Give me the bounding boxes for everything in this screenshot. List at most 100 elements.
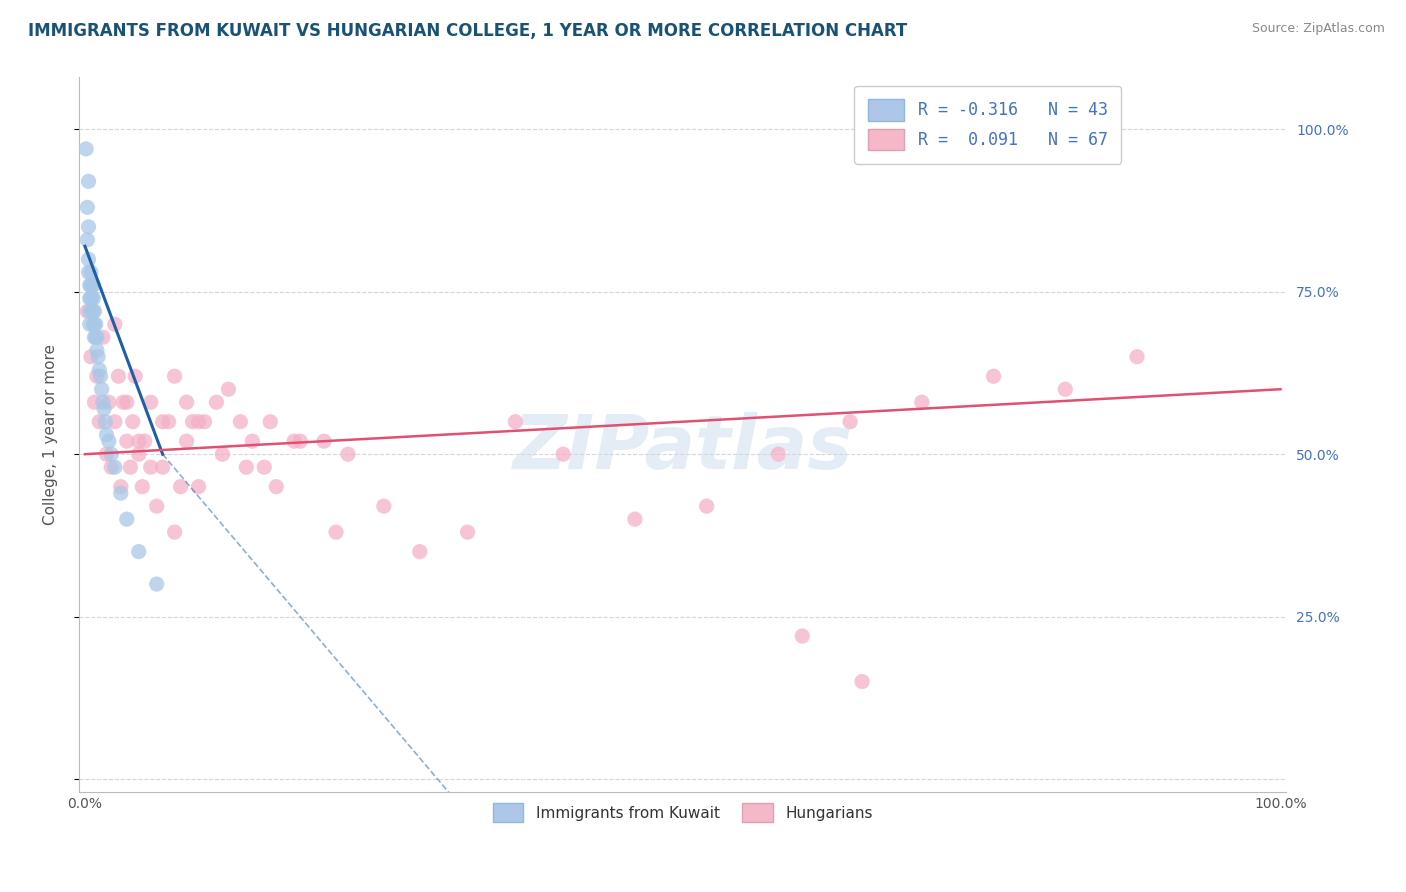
Point [235, 460, 257, 475]
Point [75, 142, 97, 156]
Point [696, 499, 718, 513]
Point [104, 460, 127, 475]
Point [839, 415, 862, 429]
Point [1054, 382, 1077, 396]
Point [82, 304, 104, 318]
Point [157, 415, 180, 429]
Point [152, 460, 174, 475]
Point [792, 629, 814, 643]
Point [90, 382, 112, 396]
Point [336, 447, 359, 461]
Point [115, 434, 138, 449]
Point [93, 401, 115, 416]
Point [983, 369, 1005, 384]
Point [176, 434, 198, 449]
Legend: Immigrants from Kuwait, Hungarians: Immigrants from Kuwait, Hungarians [481, 791, 884, 834]
Point [91, 330, 114, 344]
Text: IMMIGRANTS FROM KUWAIT VS HUNGARIAN COLLEGE, 1 YEAR OR MORE CORRELATION CHART: IMMIGRANTS FROM KUWAIT VS HUNGARIAN COLL… [28, 22, 907, 40]
Point [124, 369, 146, 384]
Point [96, 447, 118, 461]
Point [77, 219, 100, 234]
Point [76, 233, 98, 247]
Point [163, 369, 186, 384]
Point [86, 369, 108, 384]
Point [97, 434, 120, 449]
Point [80, 291, 103, 305]
Point [89, 369, 111, 384]
Point [134, 434, 156, 449]
Point [89, 363, 111, 377]
Point [253, 460, 276, 475]
Point [104, 318, 127, 332]
Point [79, 304, 101, 318]
Text: Source: ZipAtlas.com: Source: ZipAtlas.com [1251, 22, 1385, 36]
Point [187, 415, 209, 429]
Point [553, 447, 575, 461]
Point [851, 674, 873, 689]
Point [83, 304, 105, 318]
Point [120, 460, 142, 475]
Point [139, 460, 162, 475]
Point [283, 434, 305, 449]
Point [84, 330, 107, 344]
Point [187, 480, 209, 494]
Point [110, 480, 132, 494]
Text: ZIPatlas: ZIPatlas [513, 412, 852, 485]
Point [163, 525, 186, 540]
Point [373, 499, 395, 513]
Point [86, 343, 108, 358]
Point [104, 415, 127, 429]
Point [83, 318, 105, 332]
Point [211, 447, 233, 461]
Point [112, 395, 135, 409]
Point [128, 434, 150, 449]
Point [911, 395, 934, 409]
Point [80, 265, 103, 279]
Point [110, 486, 132, 500]
Point [96, 427, 118, 442]
Point [94, 415, 117, 429]
Point [76, 200, 98, 214]
Point [80, 350, 103, 364]
Point [457, 525, 479, 540]
Point [145, 499, 167, 513]
Point [86, 330, 108, 344]
Y-axis label: College, 1 year or more: College, 1 year or more [44, 344, 58, 525]
Point [91, 395, 114, 409]
Point [121, 415, 143, 429]
Point [107, 369, 129, 384]
Point [217, 382, 239, 396]
Point [259, 415, 281, 429]
Point [181, 415, 204, 429]
Point [84, 318, 107, 332]
Point [152, 415, 174, 429]
Point [89, 415, 111, 429]
Point [624, 512, 647, 526]
Point [139, 395, 162, 409]
Point [76, 304, 98, 318]
Point [82, 291, 104, 305]
Point [82, 304, 104, 318]
Point [325, 525, 347, 540]
Point [83, 395, 105, 409]
Point [128, 447, 150, 461]
Point [128, 544, 150, 558]
Point [264, 480, 287, 494]
Point [82, 278, 104, 293]
Point [83, 330, 105, 344]
Point [82, 278, 104, 293]
Point [79, 278, 101, 293]
Point [100, 460, 122, 475]
Point [229, 415, 252, 429]
Point [240, 434, 263, 449]
Point [82, 291, 104, 305]
Point [768, 447, 790, 461]
Point [87, 350, 110, 364]
Point [77, 252, 100, 267]
Point [79, 291, 101, 305]
Point [205, 395, 228, 409]
Point [100, 447, 122, 461]
Point [408, 544, 430, 558]
Point [312, 434, 335, 449]
Point [115, 395, 138, 409]
